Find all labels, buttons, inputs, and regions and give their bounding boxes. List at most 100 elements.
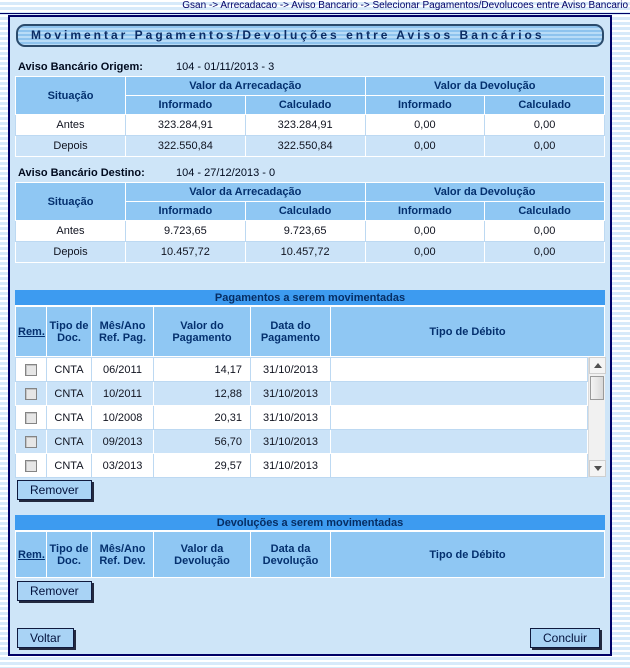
value-cell: 0,00 <box>364 220 486 242</box>
value-cell: 10.457,72 <box>244 241 366 263</box>
tipo-doc-cell: CNTA <box>46 357 92 382</box>
rem-checkbox-cell <box>15 429 47 454</box>
valor-cell: 12,88 <box>153 381 251 406</box>
origem-label: Aviso Bancário Origem: <box>18 61 143 73</box>
informado-subheader: Informado <box>364 95 486 115</box>
row-checkbox[interactable] <box>25 459 37 472</box>
rem-select-all-link[interactable]: Rem. <box>15 531 47 578</box>
valor-arrecadacao-group-header: Valor da Arrecadação <box>125 76 366 96</box>
scroll-down-button[interactable] <box>589 460 606 477</box>
footer-actions: Voltar Concluir <box>17 628 600 648</box>
concluir-button[interactable]: Concluir <box>529 628 600 648</box>
arrow-down-icon <box>593 466 602 471</box>
tipo-doc-cell: CNTA <box>46 453 92 478</box>
calculado-subheader: Calculado <box>244 201 366 221</box>
situacao-cell: Depois <box>15 135 126 157</box>
mes-ano-cell: 06/2011 <box>91 357 154 382</box>
destino-label: Aviso Bancário Destino: <box>18 167 145 179</box>
pagamentos-header-table: Rem. Tipo de Doc. Mês/Ano Ref. Pag. Valo… <box>15 306 605 357</box>
tipo-doc-cell: CNTA <box>46 405 92 430</box>
tipo-debito-cell <box>330 405 588 430</box>
row-checkbox[interactable] <box>25 411 37 424</box>
value-cell: 10.457,72 <box>125 241 246 263</box>
informado-subheader: Informado <box>125 201 246 221</box>
table-row: Depois 322.550,84 322.550,84 0,00 0,00 <box>15 135 605 157</box>
tipo-debito-column-header: Tipo de Débito <box>330 306 605 357</box>
situacao-cell: Antes <box>15 220 126 242</box>
valor-devolucao-group-header: Valor da Devolução <box>364 76 605 96</box>
row-checkbox[interactable] <box>25 387 37 400</box>
value-cell: 0,00 <box>484 114 605 136</box>
valor-devolucao-column-header: Valor da Devolução <box>153 531 251 578</box>
informado-subheader: Informado <box>364 201 486 221</box>
table-row: Antes 9.723,65 9.723,65 0,00 0,00 <box>15 220 605 242</box>
payments-scrollbar[interactable] <box>588 357 606 477</box>
value-cell: 0,00 <box>484 135 605 157</box>
data-cell: 31/10/2013 <box>250 381 331 406</box>
remover-devolucoes-button[interactable]: Remover <box>17 581 92 601</box>
mes-ano-ref-pag-column-header: Mês/Ano Ref. Pag. <box>91 306 154 357</box>
table-row: CNTA 09/2013 56,70 31/10/2013 <box>15 429 588 454</box>
tipo-doc-cell: CNTA <box>46 381 92 406</box>
data-cell: 31/10/2013 <box>250 453 331 478</box>
row-checkbox[interactable] <box>25 363 37 376</box>
data-cell: 31/10/2013 <box>250 429 331 454</box>
scroll-thumb[interactable] <box>590 376 604 400</box>
voltar-button[interactable]: Voltar <box>17 628 74 648</box>
situacao-column-header: Situação <box>15 182 126 221</box>
mes-ano-cell: 09/2013 <box>91 429 154 454</box>
mes-ano-cell: 10/2011 <box>91 381 154 406</box>
valor-cell: 29,57 <box>153 453 251 478</box>
valor-cell: 20,31 <box>153 405 251 430</box>
main-panel: Movimentar Pagamentos/Devoluções entre A… <box>8 15 612 656</box>
tipo-debito-cell <box>330 429 588 454</box>
origem-summary-table: Situação Valor da Arrecadação Valor da D… <box>15 76 605 157</box>
destino-summary-table: Situação Valor da Arrecadação Valor da D… <box>15 182 605 263</box>
data-cell: 31/10/2013 <box>250 357 331 382</box>
data-cell: 31/10/2013 <box>250 405 331 430</box>
breadcrumb[interactable]: Gsan -> Arrecadacao -> Aviso Bancario ->… <box>0 0 630 14</box>
situacao-column-header: Situação <box>15 76 126 115</box>
tipo-debito-cell <box>330 357 588 382</box>
tipo-debito-column-header: Tipo de Débito <box>330 531 605 578</box>
table-row: CNTA 10/2011 12,88 31/10/2013 <box>15 381 588 406</box>
valor-cell: 56,70 <box>153 429 251 454</box>
destino-value: 104 - 27/12/2013 - 0 <box>176 167 276 179</box>
rem-select-all-link[interactable]: Rem. <box>15 306 47 357</box>
calculado-subheader: Calculado <box>244 95 366 115</box>
data-devolucao-column-header: Data da Devolução <box>250 531 331 578</box>
scroll-up-button[interactable] <box>589 357 606 374</box>
row-checkbox[interactable] <box>25 435 37 448</box>
calculado-subheader: Calculado <box>484 201 605 221</box>
value-cell: 9.723,65 <box>125 220 246 242</box>
origem-value: 104 - 01/11/2013 - 3 <box>176 61 275 73</box>
origem-header: Aviso Bancário Origem: 104 - 01/11/2013 … <box>18 61 605 74</box>
value-cell: 9.723,65 <box>244 220 366 242</box>
value-cell: 323.284,91 <box>125 114 246 136</box>
tipo-debito-cell <box>330 453 588 478</box>
value-cell: 323.284,91 <box>244 114 366 136</box>
value-cell: 322.550,84 <box>244 135 366 157</box>
situacao-cell: Antes <box>15 114 126 136</box>
table-row: CNTA 03/2013 29,57 31/10/2013 <box>15 453 588 478</box>
rem-checkbox-cell <box>15 381 47 406</box>
valor-devolucao-group-header: Valor da Devolução <box>364 182 605 202</box>
tipo-doc-column-header: Tipo de Doc. <box>46 531 92 578</box>
table-row: CNTA 10/2008 20,31 31/10/2013 <box>15 405 588 430</box>
mes-ano-cell: 03/2013 <box>91 453 154 478</box>
pagamentos-rows-table: CNTA 06/2011 14,17 31/10/2013 CNTA 10/20… <box>15 357 588 478</box>
mes-ano-cell: 10/2008 <box>91 405 154 430</box>
rem-checkbox-cell <box>15 405 47 430</box>
table-row: CNTA 06/2011 14,17 31/10/2013 <box>15 357 588 382</box>
valor-cell: 14,17 <box>153 357 251 382</box>
valor-arrecadacao-group-header: Valor da Arrecadação <box>125 182 366 202</box>
situacao-cell: Depois <box>15 241 126 263</box>
value-cell: 0,00 <box>484 220 605 242</box>
rem-checkbox-cell <box>15 453 47 478</box>
tipo-doc-cell: CNTA <box>46 429 92 454</box>
remover-pagamentos-button[interactable]: Remover <box>17 480 92 500</box>
devolucoes-section-title: Devoluções a serem movimentadas <box>15 515 605 531</box>
informado-subheader: Informado <box>125 95 246 115</box>
devolucoes-header-table: Rem. Tipo de Doc. Mês/Ano Ref. Dev. Valo… <box>15 531 605 578</box>
calculado-subheader: Calculado <box>484 95 605 115</box>
